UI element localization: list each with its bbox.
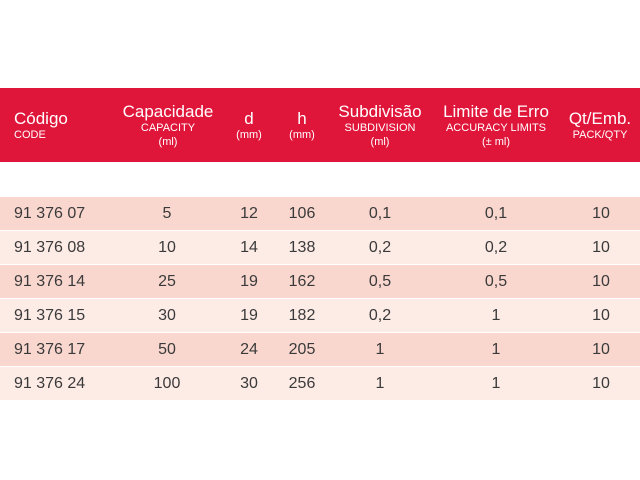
cell-accuracy: 0,2: [484, 239, 508, 256]
cell-d: 24: [240, 341, 258, 358]
header-d: d (mm): [226, 88, 272, 162]
cell-accuracy: 1: [491, 307, 501, 324]
header-subdivision-sub: SUBDIVISION: [344, 121, 416, 134]
cell-h: 256: [288, 375, 316, 392]
table-body: 91 376 07 5 12 106 0,1 0,1 10 91 376 08 …: [0, 197, 640, 401]
cell-accuracy: 0,1: [484, 205, 508, 222]
header-code: Código CODE: [14, 88, 68, 162]
cell-h: 138: [288, 239, 316, 256]
cell-capacity: 5: [162, 205, 172, 222]
header-accuracy-sub: ACCURACY LIMITS: [445, 121, 547, 134]
cell-capacity: 50: [158, 341, 176, 358]
cell-subdivision: 0,2: [368, 239, 392, 256]
header-code-sub: CODE: [14, 128, 46, 141]
header-accuracy-unit: (± ml): [481, 135, 511, 148]
cell-code: 91 376 14: [14, 273, 86, 290]
header-accuracy: Limite de Erro ACCURACY LIMITS (± ml): [436, 88, 556, 162]
table-row: 91 376 07 5 12 106 0,1 0,1 10: [0, 197, 640, 231]
cell-d: 19: [240, 273, 258, 290]
cell-subdivision: 0,2: [368, 307, 392, 324]
table-header: Código CODE Capacidade CAPACITY (ml) d (…: [0, 88, 640, 162]
header-h: h (mm): [278, 88, 326, 162]
cell-pack: 10: [592, 375, 610, 392]
cell-capacity: 25: [158, 273, 176, 290]
cell-pack: 10: [592, 341, 610, 358]
cell-code: 91 376 24: [14, 375, 86, 392]
cell-accuracy: 1: [491, 375, 501, 392]
header-pack-title: Qt/Emb.: [568, 108, 632, 128]
header-capacity-sub: CAPACITY: [140, 121, 196, 134]
header-accuracy-title: Limite de Erro: [443, 101, 549, 121]
cell-d: 30: [240, 375, 258, 392]
table-row: 91 376 24 100 30 256 1 1 10: [0, 367, 640, 401]
cell-h: 205: [288, 341, 316, 358]
table-row: 91 376 08 10 14 138 0,2 0,2 10: [0, 231, 640, 265]
header-capacity-unit: (ml): [158, 135, 178, 148]
cell-subdivision: 0,1: [368, 205, 392, 222]
header-capacity: Capacidade CAPACITY (ml): [108, 88, 228, 162]
cell-code: 91 376 17: [14, 341, 86, 358]
table-row: 91 376 14 25 19 162 0,5 0,5 10: [0, 265, 640, 299]
cell-pack: 10: [592, 239, 610, 256]
cell-accuracy: 0,5: [484, 273, 508, 290]
header-pack-sub: PACK/QTY: [572, 128, 628, 141]
table-row: 91 376 17 50 24 205 1 1 10: [0, 333, 640, 367]
cell-pack: 10: [592, 205, 610, 222]
header-d-unit: (mm): [236, 128, 262, 141]
cell-pack: 10: [592, 307, 610, 324]
cell-capacity: 10: [158, 239, 176, 256]
header-subdivision-unit: (ml): [370, 135, 390, 148]
cell-pack: 10: [592, 273, 610, 290]
cell-subdivision: 1: [375, 341, 385, 358]
table-row: 91 376 15 30 19 182 0,2 1 10: [0, 299, 640, 333]
header-h-title: h: [297, 108, 307, 128]
header-subdivision-title: Subdivisão: [338, 101, 422, 121]
header-spacer: [0, 162, 640, 196]
header-capacity-title: Capacidade: [122, 101, 214, 121]
header-subdivision: Subdivisão SUBDIVISION (ml): [330, 88, 430, 162]
cell-d: 14: [240, 239, 258, 256]
header-h-unit: (mm): [289, 128, 315, 141]
cell-capacity: 100: [153, 375, 181, 392]
cell-code: 91 376 15: [14, 307, 86, 324]
cell-h: 162: [288, 273, 316, 290]
cell-accuracy: 1: [491, 341, 501, 358]
cell-code: 91 376 08: [14, 239, 86, 256]
cell-d: 19: [240, 307, 258, 324]
cell-h: 106: [288, 205, 316, 222]
header-code-title: Código: [14, 108, 68, 128]
header-pack: Qt/Emb. PACK/QTY: [562, 88, 638, 162]
cell-subdivision: 1: [375, 375, 385, 392]
cell-subdivision: 0,5: [368, 273, 392, 290]
cell-capacity: 30: [158, 307, 176, 324]
cell-h: 182: [288, 307, 316, 324]
header-d-title: d: [244, 108, 254, 128]
cell-d: 12: [240, 205, 258, 222]
cell-code: 91 376 07: [14, 205, 86, 222]
